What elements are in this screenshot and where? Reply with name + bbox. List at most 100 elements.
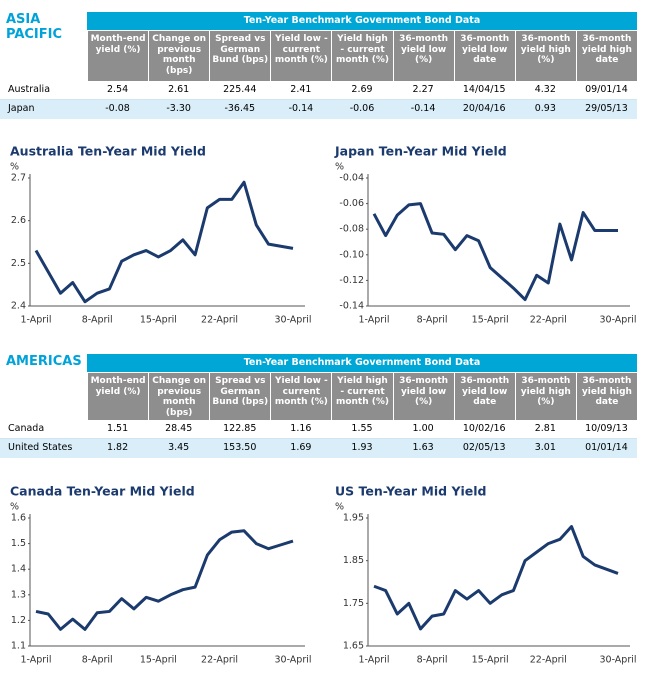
cell: 01/01/14: [585, 442, 628, 453]
x-tick-label: 8-April: [417, 315, 448, 326]
y-tick-label: 1.5: [11, 538, 26, 549]
row-label: United States: [8, 442, 73, 453]
x-tick-label: 8-April: [82, 315, 113, 326]
table-title: Ten-Year Benchmark Government Bond Data: [87, 12, 637, 30]
cell: 1.00: [412, 423, 434, 434]
y-tick-label: 1.1: [11, 641, 26, 652]
y-tick-label: -0.14: [339, 301, 364, 312]
cell: 2.61: [168, 84, 190, 95]
cell: 153.50: [223, 442, 257, 453]
line-chart: Australia Ten-Year Mid Yield% 2.4 2.5 2.6 2.…: [10, 144, 312, 326]
column-header: Yield low - current month (%): [270, 31, 332, 81]
column-header: 36-month yield high date: [575, 31, 637, 81]
y-axis-label: %: [10, 502, 19, 513]
x-tick-label: 30-April: [599, 315, 636, 326]
x-tick-label: 1-April: [21, 655, 52, 666]
x-tick-label: 22-April: [201, 655, 238, 666]
y-tick-label: 2.5: [11, 258, 26, 269]
column-header: Yield high - current month (%): [331, 373, 393, 420]
section-heading: ASIA PACIFIC: [6, 12, 63, 42]
cell: 1.55: [351, 423, 373, 434]
data-line: [34, 180, 294, 304]
line-chart: Canada Ten-Year Mid Yield% 1.1 1.2 1.3 1.4 1.…: [10, 484, 312, 666]
cell: -3.30: [166, 103, 191, 114]
x-tick-label: 15-April: [472, 315, 509, 326]
chart-title: Japan Ten-Year Mid Yield: [334, 144, 507, 159]
column-header: Spread vs German Bund (bps): [209, 31, 271, 81]
x-tick-label: 1-April: [359, 655, 390, 666]
y-tick-label: 1.65: [343, 641, 364, 652]
y-tick-label: 1.85: [343, 555, 364, 566]
table-row: [0, 100, 637, 119]
cell: 2.27: [412, 84, 434, 95]
data-line: [35, 529, 294, 631]
column-header: Change on previous month (bps): [148, 373, 210, 420]
y-tick-label: -0.12: [339, 275, 364, 286]
x-tick-label: 30-April: [274, 315, 311, 326]
column-header: 36-month yield high (%): [514, 373, 576, 420]
cell: 2.81: [534, 423, 556, 434]
cell: 1.63: [412, 442, 434, 453]
x-tick-label: 8-April: [417, 655, 448, 666]
line-chart: US Ten-Year Mid Yield% 1.65 1.75 1.85 1.95 1-…: [335, 484, 637, 666]
x-tick-label: 8-April: [82, 655, 113, 666]
column-header: 36-month yield low (%): [392, 373, 454, 420]
cell: 28.45: [165, 423, 193, 434]
y-axis-label: %: [335, 502, 344, 513]
column-header: Month-end yield (%): [87, 373, 149, 420]
y-tick-label: 1.95: [343, 513, 364, 524]
row-label: Australia: [8, 84, 51, 95]
x-tick-label: 15-April: [140, 655, 177, 666]
cell: 1.69: [290, 442, 312, 453]
cell: -0.14: [288, 103, 314, 114]
cell: 10/09/13: [585, 423, 628, 434]
table-row: [0, 439, 637, 458]
chart-title: Australia Ten-Year Mid Yield: [10, 144, 206, 159]
y-axis-label: %: [10, 162, 19, 173]
line-chart: Japan Ten-Year Mid Yield% -0.14 -0.12 -0.10…: [334, 144, 637, 326]
cell: 1.51: [106, 423, 129, 434]
column-header: 36-month yield low (%): [392, 31, 454, 81]
column-header: Spread vs German Bund (bps): [209, 373, 271, 420]
row-label: Japan: [8, 103, 35, 114]
y-tick-label: 2.6: [11, 215, 26, 226]
y-tick-label: 2.4: [11, 301, 26, 312]
chart-title: US Ten-Year Mid Yield: [335, 484, 487, 499]
y-tick-label: -0.06: [339, 198, 364, 209]
x-tick-label: 22-April: [530, 315, 567, 326]
cell: -0.08: [105, 103, 130, 114]
cell: 2.69: [351, 84, 373, 95]
table-title: Ten-Year Benchmark Government Bond Data: [87, 354, 637, 372]
cell: -36.45: [224, 103, 256, 114]
x-tick-label: 22-April: [530, 655, 567, 666]
y-tick-label: -0.10: [339, 249, 364, 260]
column-header: 36-month yield low date: [453, 373, 515, 420]
cell: -0.06: [349, 103, 375, 114]
cell: 29/05/13: [585, 103, 628, 114]
cell: 1.93: [351, 442, 373, 453]
cell: -0.14: [410, 103, 436, 114]
cell: 0.93: [534, 103, 556, 114]
column-header: Yield low - current month (%): [270, 373, 332, 420]
cell: 14/04/15: [462, 84, 506, 95]
cell: 4.32: [534, 84, 556, 95]
cell: 10/02/16: [462, 423, 506, 434]
x-tick-label: 15-April: [472, 655, 509, 666]
x-tick-label: 30-April: [274, 655, 311, 666]
cell: 1.82: [106, 442, 129, 453]
section-heading: AMERICAS: [6, 354, 82, 369]
x-tick-label: 15-April: [140, 315, 177, 326]
column-header: 36-month yield high date: [575, 373, 637, 420]
y-tick-label: 1.3: [11, 589, 26, 600]
y-tick-label: 1.6: [11, 513, 26, 524]
y-tick-label: -0.04: [339, 173, 364, 184]
x-tick-label: 1-April: [359, 315, 390, 326]
cell: 2.54: [106, 84, 129, 95]
y-tick-label: 2.7: [11, 173, 26, 184]
cell: 225.44: [223, 84, 257, 95]
y-tick-label: 1.2: [11, 615, 26, 626]
data-line: [372, 202, 618, 302]
x-tick-label: 1-April: [21, 315, 52, 326]
y-axis-label: %: [335, 162, 344, 173]
cell: 3.45: [168, 442, 190, 453]
